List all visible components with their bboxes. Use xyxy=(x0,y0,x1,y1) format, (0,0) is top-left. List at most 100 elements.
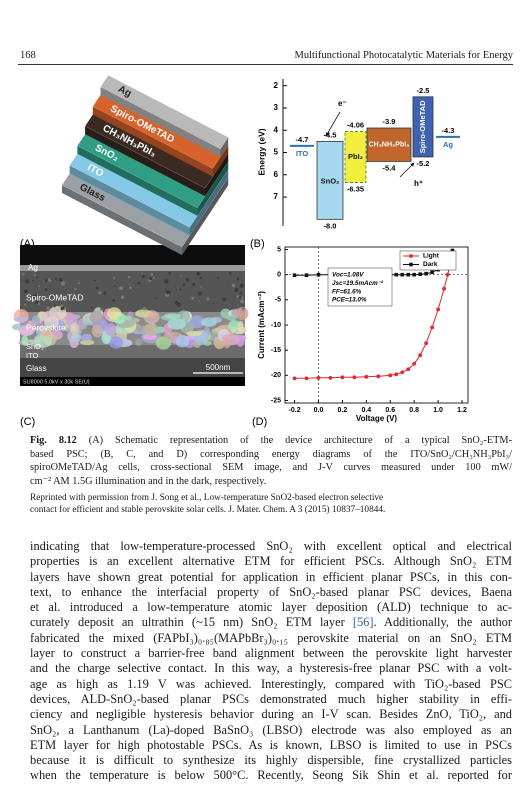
body-line: devices, ALD-SnO₂-based planar PSCs demo… xyxy=(30,691,512,706)
sem-grain xyxy=(81,333,92,342)
sem-glass-band xyxy=(20,358,245,377)
data-point xyxy=(340,375,345,380)
panel-label: (D) xyxy=(252,416,267,428)
sem-speck xyxy=(50,278,53,281)
y-tick-label: 6 xyxy=(274,170,279,179)
sem-speck xyxy=(239,283,244,288)
x-tick-label: 0.2 xyxy=(338,407,348,414)
x-tick-label: 0.0 xyxy=(314,407,324,414)
sem-grain xyxy=(167,318,186,330)
data-point xyxy=(424,271,428,276)
layer-side-shade xyxy=(77,145,198,216)
body-text-segment: curately deposit an ultrathin (~15 nm) S… xyxy=(30,615,353,630)
sem-grain xyxy=(109,336,124,349)
body-line: layers have shown great potential for ap… xyxy=(30,569,512,584)
sem-speck xyxy=(32,299,34,302)
data-point xyxy=(400,370,405,375)
sem-speck xyxy=(60,304,64,307)
sem-speck xyxy=(180,275,182,277)
layer-side xyxy=(92,106,213,177)
y-tick-label: 5 xyxy=(277,246,281,253)
legend-marker xyxy=(409,262,413,267)
sem-grain xyxy=(164,313,181,319)
sem-speck xyxy=(150,273,154,276)
sem-speck xyxy=(141,274,145,278)
level-label: -8.0 xyxy=(324,221,337,230)
sem-speck xyxy=(182,283,186,286)
sem-speck xyxy=(168,271,172,275)
sem-speck xyxy=(91,306,93,309)
layer-end xyxy=(197,161,229,216)
body-line: fabricated the mixed (FAPbI₃)₀.₈₅(MAPbBr… xyxy=(30,630,512,645)
sem-grain xyxy=(69,336,79,348)
sem-grain xyxy=(223,337,231,349)
sem-speck xyxy=(197,291,202,296)
body-line: and the charge selective contact. In thi… xyxy=(30,661,512,676)
hole-label: h⁺ xyxy=(414,179,423,188)
sem-label: ITO xyxy=(26,351,39,360)
x-axis-label: Voltage (V) xyxy=(356,414,398,423)
sem-grain xyxy=(185,331,203,336)
sem-speck xyxy=(192,282,196,286)
body-line: et al. introduced a low-temperature atom… xyxy=(30,600,512,615)
credit-line: Reprinted with permission from J. Song e… xyxy=(30,493,384,503)
page-number: 168 xyxy=(20,50,36,61)
figure-credit: Reprinted with permission from J. Song e… xyxy=(30,492,512,516)
layer-name: PbI₂ xyxy=(348,152,363,161)
data-point xyxy=(376,374,381,379)
level-label: -4.3 xyxy=(442,126,455,135)
sem-info: SU8000 5.0kV x 30k SE(U) xyxy=(23,379,90,385)
sem-speck xyxy=(120,295,125,300)
band-box xyxy=(366,127,412,162)
sem-grain xyxy=(105,323,117,336)
running-title: Multifunctional Photocatalytic Materials… xyxy=(294,50,513,61)
sem-speck xyxy=(237,304,239,307)
sem-ito-band xyxy=(20,345,245,358)
panel-label: (B) xyxy=(250,238,265,250)
sem-grain xyxy=(175,335,190,348)
y-tick-label: -5 xyxy=(275,297,281,304)
sem-speck xyxy=(164,279,169,284)
sem-grain xyxy=(211,316,223,323)
level-label: -6.35 xyxy=(347,185,364,194)
sem-grain xyxy=(44,316,59,328)
citation[interactable]: [56] xyxy=(352,615,374,630)
y-tick-label: -25 xyxy=(271,397,281,404)
y-axis-label: Energy (eV) xyxy=(256,128,266,175)
data-point xyxy=(316,272,321,277)
data-point xyxy=(394,372,399,377)
sem-grain xyxy=(13,316,28,322)
layer-side xyxy=(69,165,190,236)
body-line: indicating that low-temperature-processe… xyxy=(30,539,512,553)
header-rule xyxy=(18,64,513,65)
y-tick-label: 3 xyxy=(274,103,279,112)
sem-speck xyxy=(61,296,64,299)
x-tick-label: 0.6 xyxy=(385,407,395,414)
layer-end-shade xyxy=(197,161,229,216)
body-line: ciency and negligible hysteresis behavio… xyxy=(30,707,512,722)
body-line: age as high as 1.19 V was achieved. Inte… xyxy=(30,676,512,691)
data-point xyxy=(364,374,369,379)
sem-speck xyxy=(63,307,67,311)
x-tick-label: 0.4 xyxy=(361,407,371,414)
y-tick-label: 2 xyxy=(274,81,279,90)
data-point xyxy=(292,273,297,277)
electron-label: e⁻ xyxy=(338,99,347,108)
caption-line: Fig. 8.12 (A) Schematic representation o… xyxy=(30,434,512,448)
sem-speck xyxy=(112,299,115,302)
sem-speck xyxy=(129,286,132,289)
sem-grain xyxy=(33,335,53,348)
layer-side xyxy=(62,185,182,255)
energy-diagram: 2 3 4 5 6 7 Energy (eV) -4.7 ITO -4.5 -8.0 SnO₂ -4.0… xyxy=(256,79,460,230)
layer-side-shade xyxy=(100,86,221,157)
sem-grain xyxy=(92,324,103,338)
data-point xyxy=(400,272,405,277)
annotation-box xyxy=(327,267,393,307)
data-point xyxy=(436,307,440,312)
sem-label: SnO₂ xyxy=(26,342,44,351)
sem-ag-band xyxy=(20,265,245,271)
layer-label: Ag xyxy=(116,84,133,100)
sem-speck xyxy=(228,271,232,275)
x-tick-label: 1.2 xyxy=(457,407,467,414)
